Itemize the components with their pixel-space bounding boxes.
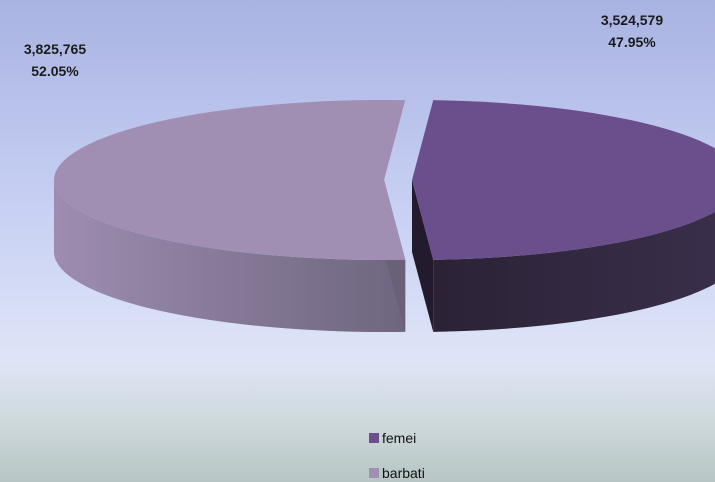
femei-cut-face [412,180,434,332]
femei-side-face [433,211,715,332]
femei-value-label: 3,524,579 [600,12,664,28]
barbati-top-face [53,99,406,260]
femei-top-face [412,100,715,260]
legend: femei barbati [369,428,425,482]
barbati-percent-label: 52.05% [31,63,79,79]
barbati-side-face [54,180,406,332]
legend-label-barbati: barbati [382,465,425,481]
legend-label-femei: femei [382,430,417,446]
barbati-value-label: 3,825,765 [23,41,87,57]
legend-item-barbati: barbati [369,463,425,482]
femei-percent-label: 47.95% [608,34,656,50]
data-label-femei: 3,524,579 47.95% [587,9,677,53]
legend-item-femei: femei [369,428,425,448]
legend-swatch-femei [369,433,379,443]
slice-femei [412,100,715,332]
slice-barbati [53,99,406,332]
legend-swatch-barbati [369,468,379,478]
data-label-barbati: 3,825,765 52.05% [10,38,100,82]
